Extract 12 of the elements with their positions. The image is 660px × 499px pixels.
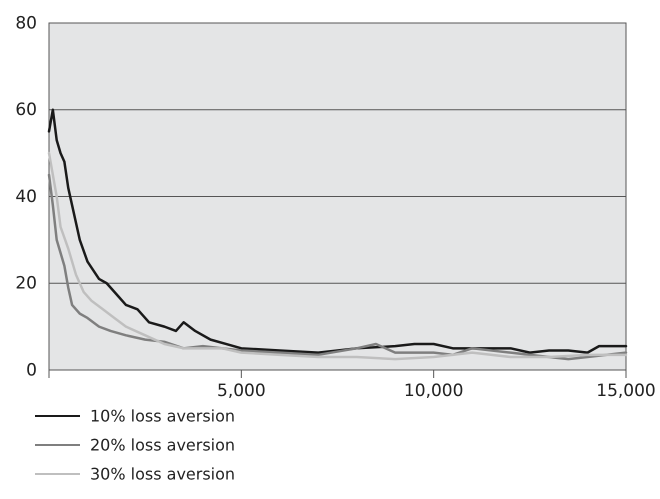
y-tick-label: 20 — [15, 274, 37, 294]
y-tick-label: 80 — [15, 13, 37, 34]
y-tick-label: 40 — [15, 186, 37, 207]
legend-label: 30% loss aversion — [90, 464, 236, 484]
x-tick-label: 5,000 — [216, 381, 266, 402]
legend-label: 10% loss aversion — [90, 406, 236, 426]
y-tick-label: 60 — [15, 100, 37, 120]
x-tick-label: 15,000 — [596, 381, 656, 402]
line-series — [48, 108, 628, 354]
y-tick-label: 0 — [26, 360, 37, 380]
x-tick-label: 10,000 — [404, 381, 464, 402]
legend-label: 20% loss aversion — [90, 436, 236, 455]
